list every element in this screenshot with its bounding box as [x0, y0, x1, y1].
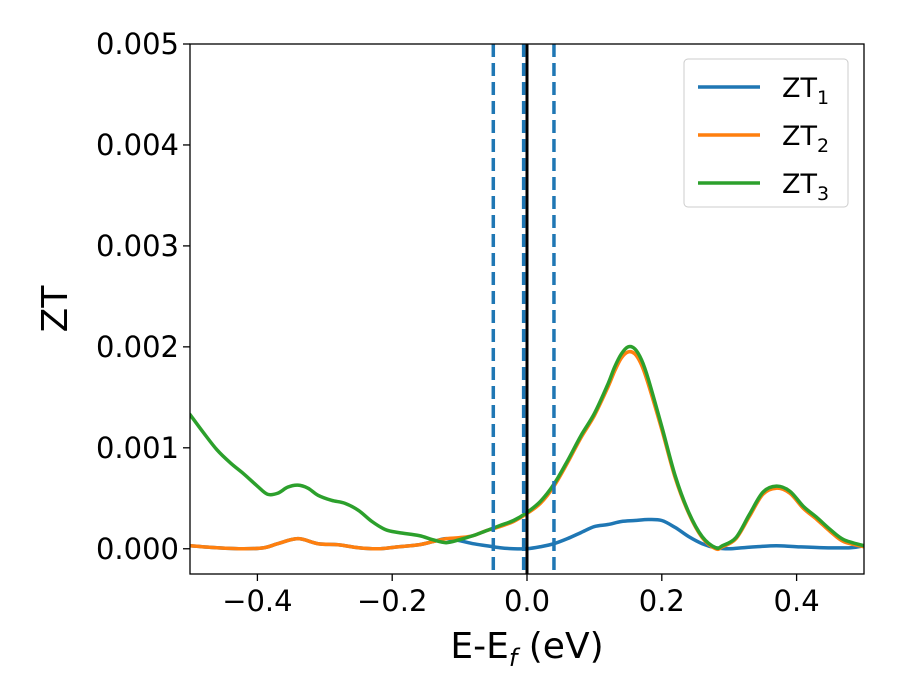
y-axis-ticks: 0.000 0.001 0.002 0.003 0.004 0.005 [96, 27, 190, 566]
legend-label-3: ZT3 [782, 169, 829, 205]
y-tick-label: 0.000 [96, 532, 179, 566]
x-axis-title-unit: (eV) [517, 626, 603, 667]
legend-label-1: ZT1 [782, 73, 829, 109]
legend: ZT1 ZT2 ZT3 [683, 58, 849, 208]
y-tick-label: 0.002 [96, 330, 179, 364]
x-tick-label: −0.4 [222, 584, 292, 618]
reference-lines [491, 44, 556, 574]
plot-lines [190, 344, 864, 552]
x-tick-label: 0.4 [774, 584, 820, 618]
y-axis-title: ZT [35, 285, 76, 333]
series-line-3 [190, 344, 864, 551]
x-tick-label: 0.0 [504, 584, 550, 618]
y-tick-label: 0.005 [96, 27, 179, 61]
y-tick-label: 0.001 [96, 431, 179, 465]
x-tick-label: −0.2 [357, 584, 427, 618]
legend-frame [683, 58, 849, 208]
y-tick-label: 0.004 [96, 128, 179, 162]
y-tick-label: 0.003 [96, 229, 179, 263]
x-axis-title: E-Ef (eV) [450, 626, 603, 672]
x-axis-ticks: −0.4 −0.2 0.0 0.2 0.4 [222, 574, 820, 618]
legend-label-2: ZT2 [782, 121, 829, 157]
x-tick-label: 0.2 [639, 584, 685, 618]
